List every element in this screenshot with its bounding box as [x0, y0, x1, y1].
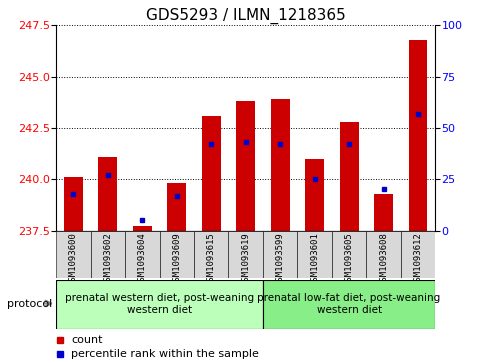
Bar: [305, 159, 324, 231]
Bar: [56, 280, 263, 329]
Bar: [133, 227, 152, 231]
Bar: [64, 177, 83, 231]
Bar: [331, 231, 366, 278]
Text: GSM1093619: GSM1093619: [241, 232, 250, 286]
Bar: [263, 280, 434, 329]
Text: prenatal western diet, post-weaning
western diet: prenatal western diet, post-weaning west…: [65, 293, 254, 315]
Bar: [400, 231, 434, 278]
Text: prenatal low-fat diet, post-weaning
western diet: prenatal low-fat diet, post-weaning west…: [257, 293, 440, 315]
Bar: [194, 231, 228, 278]
Bar: [297, 231, 331, 278]
Text: GSM1093599: GSM1093599: [275, 232, 284, 286]
Text: count: count: [71, 335, 102, 344]
Bar: [236, 101, 255, 231]
Bar: [263, 231, 297, 278]
Bar: [90, 231, 125, 278]
Text: GSM1093600: GSM1093600: [69, 232, 78, 286]
Text: GSM1093601: GSM1093601: [309, 232, 319, 286]
Bar: [407, 40, 427, 231]
Text: GSM1093612: GSM1093612: [413, 232, 422, 286]
Text: GSM1093608: GSM1093608: [378, 232, 387, 286]
Text: GSM1093602: GSM1093602: [103, 232, 112, 286]
Bar: [228, 231, 263, 278]
Text: GSM1093604: GSM1093604: [138, 232, 146, 286]
Bar: [202, 116, 220, 231]
Text: GSM1093605: GSM1093605: [344, 232, 353, 286]
Bar: [167, 183, 186, 231]
Bar: [366, 231, 400, 278]
Text: percentile rank within the sample: percentile rank within the sample: [71, 349, 259, 359]
Title: GDS5293 / ILMN_1218365: GDS5293 / ILMN_1218365: [145, 8, 345, 24]
Bar: [56, 231, 90, 278]
Text: protocol: protocol: [7, 299, 53, 309]
Bar: [270, 99, 289, 231]
Bar: [125, 231, 159, 278]
Text: GSM1093609: GSM1093609: [172, 232, 181, 286]
Bar: [339, 122, 358, 231]
Bar: [373, 193, 392, 231]
Text: GSM1093615: GSM1093615: [206, 232, 215, 286]
Bar: [159, 231, 194, 278]
Bar: [98, 157, 117, 231]
